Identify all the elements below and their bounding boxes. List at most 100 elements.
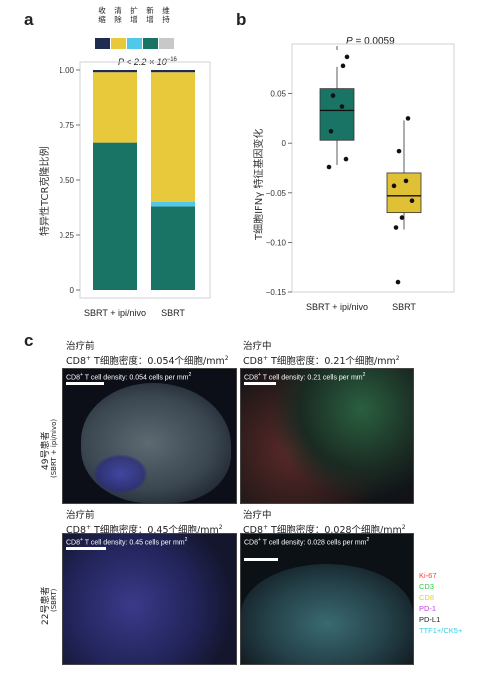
micrograph-22-pre: CD8+ T cell density: 0.45 cells per mm2 [62,533,237,665]
y-tick-label: 1.00 [60,66,75,75]
bar-segment [151,72,195,202]
data-point [344,54,350,60]
y-tick-label: −0.15 [266,288,287,297]
data-point [396,148,402,154]
caption-density: CD8+ T细胞密度：0.054个细胞/mm2 [66,355,229,368]
caption-22-pre: 治疗前 CD8+ T细胞密度：0.45个细胞/mm2 [66,510,223,537]
legend-labels: 收缩 清除 扩增 新增 维持 [95,6,175,36]
caption-density: CD8+ T细胞密度：0.028个细胞/mm2 [243,524,406,537]
box-plot-chart: −0.15 −0.10 −0.05 0 0.05 SBRT + ipi/nivo SBRT [266,43,455,312]
density-bar: CD8+ T cell density: 0.028 cells per mm2 [244,537,370,562]
data-point [343,156,349,162]
y-tick-label: 0.25 [60,231,75,240]
legend-swatches [95,38,175,50]
legend-label: 新增 [146,6,154,24]
stacked-bar-chart: 0 0.25 0.50 0.75 1.00 SBRT + ipi/nivo SBRT [60,61,211,318]
micrograph-22-on: CD8+ T cell density: 0.028 cells per mm2 [240,533,414,665]
caption-title: 治疗前 [66,341,95,352]
caption-22-on: 治疗中 CD8+ T细胞密度：0.028个细胞/mm2 [243,510,406,537]
marker-legend-item: PD-1 [419,604,437,613]
y-tick-label: 0.75 [60,121,75,130]
data-point [405,116,411,121]
x-tick-label: SBRT [392,302,416,312]
panel-b-letter: b [236,10,247,29]
legend-label: 扩增 [130,6,138,24]
plot-frame [291,43,455,293]
tissue-section [63,534,236,664]
data-point [328,128,334,134]
y-tick-label: 0 [70,286,75,295]
tissue-blue-region [93,454,148,494]
tissue-section [241,369,413,503]
density-bar: CD8+ T cell density: 0.45 cells per mm2 [66,537,188,551]
caption-49-pre: 治疗前 CD8+ T细胞密度：0.054个细胞/mm2 [66,341,229,368]
density-bar-text: CD8+ T cell density: 0.054 cells per mm2 [66,372,192,382]
density-bar-text: CD8+ T cell density: 0.45 cells per mm2 [66,537,188,547]
density-bar-text: CD8+ T cell density: 0.21 cells per mm2 [244,372,366,382]
scale-bar [244,382,276,386]
marker-legend-item: PD-L1 [419,615,441,624]
y-tick-label: −0.05 [266,189,287,198]
marker-legend-item: CD3 [419,582,435,591]
marker-legend-item: CD8 [419,593,435,602]
data-point [326,164,332,170]
legend-label: 清除 [114,6,122,24]
bar-segment [93,72,137,143]
panel-a-letter: a [24,10,34,29]
scale-bar [66,382,104,386]
caption-title: 治疗中 [243,341,272,352]
micrograph-49-on: CD8+ T cell density: 0.21 cells per mm2 [240,368,414,504]
x-tick-label: SBRT [161,308,185,318]
legend-swatch [95,38,110,49]
micrograph-49-pre: CD8+ T cell density: 0.054 cells per mm2 [62,368,237,504]
marker-legend: Ki-67 CD3 CD8 PD-1 PD-L1 TTF1+/CK5+ [419,570,462,636]
pvalue-exponent: −16 [166,57,177,63]
data-point [393,225,399,230]
panel-b-pvalue: P = 0.0059 [346,36,395,47]
caption-density: CD8+ T细胞密度：0.45个细胞/mm2 [66,524,223,537]
y-tick-label: 0.05 [270,90,286,99]
data-point [339,104,345,109]
legend-label: 维持 [162,6,170,24]
row2-group-label: (SBRT) [50,588,58,612]
caption-title: 治疗中 [243,510,272,521]
bar-segment [93,70,137,73]
y-tick-label: 0 [282,139,287,148]
caption-density: CD8+ T细胞密度：0.21个细胞/mm2 [243,355,400,368]
caption-title: 治疗前 [66,510,95,521]
bar-segment [151,202,195,207]
y-tick-label: −0.10 [266,238,287,247]
stack-legend: 收缩 清除 扩增 新增 维持 [95,6,175,52]
data-point [403,178,409,184]
data-point [395,279,401,285]
bar-segment [93,142,137,290]
legend-swatch [159,38,174,49]
data-point [399,215,405,220]
panel-a-ylabel: 特异性TCR克隆比例 [40,146,51,236]
legend-label: 收缩 [98,6,106,24]
legend-swatch [127,38,142,49]
marker-legend-item: Ki-67 [419,571,437,580]
y-tick-label: 0.50 [60,176,75,185]
density-bar: CD8+ T cell density: 0.054 cells per mm2 [66,372,192,386]
legend-swatch [111,38,126,49]
data-point [330,93,336,98]
caption-49-on: 治疗中 CD8+ T细胞密度：0.21个细胞/mm2 [243,341,400,368]
box [319,88,355,141]
tissue-section [241,564,413,664]
x-tick-label: SBRT + ipi/nivo [84,308,146,318]
scale-bar [66,547,106,551]
bar-segment [151,70,195,73]
density-bar-text: CD8+ T cell density: 0.028 cells per mm2 [244,537,370,547]
density-bar: CD8+ T cell density: 0.21 cells per mm2 [244,372,366,386]
legend-swatch [143,38,158,49]
panel-c-letter: c [24,331,34,350]
marker-legend-item: TTF1+/CK5+ [419,626,463,635]
x-tick-label: SBRT + ipi/nivo [306,302,368,312]
bar-segment [151,206,195,290]
row1-group-label: (SBRT + ipi/nivo) [50,418,58,478]
panel-b-pvalue-text: = 0.0059 [352,36,395,47]
data-point [409,198,415,204]
scale-bar [244,558,278,562]
data-point [340,63,346,69]
